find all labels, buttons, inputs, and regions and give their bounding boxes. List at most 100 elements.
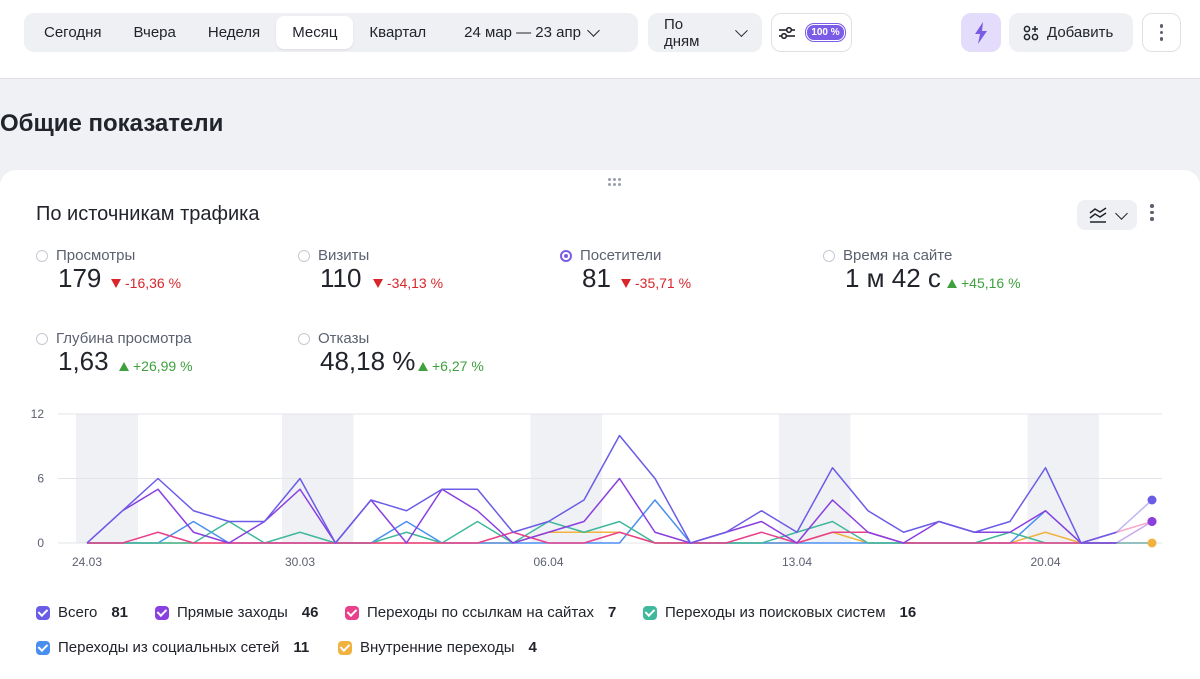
top-toolbar: Сегодня Вчера Неделя Месяц Квартал 24 ма… [0,0,1200,79]
metric-value: 110 [320,263,362,293]
page-title: Общие показатели [0,110,224,137]
group-by-select[interactable]: По дням [648,13,762,52]
metric-delta: +6,27 % [432,358,484,374]
metric-delta: -34,13 % [387,275,444,291]
add-widget-button[interactable]: Добавить [1009,13,1133,52]
series-end-point [1147,495,1157,505]
legend-label: Переходы из социальных сетей [58,639,280,656]
sampling-button[interactable]: 100 % [771,13,852,52]
more-vertical-icon [1159,24,1164,41]
chart-type-select[interactable] [1077,200,1137,230]
metric-value: 48,18 % [320,346,416,376]
quick-actions-button[interactable] [961,13,1001,52]
series-line [87,531,1117,544]
metric-value: 81 [582,263,611,293]
traffic-sources-widget: По источникам трафика Просмотры 179 -16,… [0,170,1200,679]
legend-label: Переходы по ссылкам на сайтах [367,604,594,621]
series-line-partial [1116,520,1153,533]
metric-label: Просмотры [56,247,136,264]
trend-up-icon [947,278,957,288]
metric-label: Отказы [318,330,370,347]
filter-sliders-icon [779,26,796,39]
legend-count: 16 [899,604,917,621]
more-menu-button[interactable] [1142,13,1181,52]
period-quarter[interactable]: Квартал [369,24,427,41]
metric-label: Время на сайте [843,247,953,264]
legend-item-referral[interactable]: Переходы по ссылкам на сайтах 7 [345,604,616,621]
metric-label: Глубина просмотра [56,330,192,347]
x-tick-label: 13.04 [782,555,812,568]
legend-count: 81 [111,604,129,621]
legend-label: Прямые заходы [177,604,288,621]
trend-down-icon [621,278,631,288]
widgets-add-icon [1023,25,1039,40]
sampling-badge: 100 % [806,24,845,41]
widget-title: По источникам трафика [36,203,260,225]
period-selector: Сегодня Вчера Неделя Месяц Квартал 24 ма… [24,13,638,52]
period-month[interactable]: Месяц [276,16,354,49]
add-widget-label: Добавить [1047,24,1114,41]
y-tick-label: 6 [37,472,44,486]
metric-label: Визиты [318,247,370,264]
legend-label: Переходы из поисковых систем [665,604,886,621]
series-end-point [1147,517,1157,526]
metric-radio[interactable] [298,249,310,262]
legend-item-total[interactable]: Всего 81 [36,604,128,621]
legend-label: Внутренние переходы [360,639,515,656]
chevron-down-icon [587,24,600,37]
metric-radio[interactable] [823,249,835,262]
drag-handle-icon[interactable] [608,178,621,186]
metric-delta: +26,99 % [133,358,193,374]
legend-item-direct[interactable]: Прямые заходы 46 [155,604,318,621]
checkbox-checked-icon[interactable] [345,605,359,620]
metric-value: 179 [58,263,102,293]
checkbox-checked-icon[interactable] [36,605,50,620]
legend-count: 46 [301,604,319,621]
metric-value: 1,63 [58,346,109,376]
traffic-line-chart[interactable]: 0 6 12 24.03 30.03 06.04 13.04 20.04 [0,398,1200,568]
series-line [86,434,1117,544]
metric-radio[interactable] [298,332,310,345]
x-tick-label: 06.04 [533,555,563,568]
checkbox-checked-icon[interactable] [643,605,657,620]
period-today[interactable]: Сегодня [44,24,102,41]
series-end-point [1147,538,1157,548]
metric-delta: +45,16 % [961,275,1021,291]
trend-down-icon [373,278,383,288]
series-line-partial [1116,520,1153,544]
date-range-picker[interactable]: 24 мар — 23 апр [448,16,614,49]
legend-label: Всего [58,604,98,621]
y-tick-label: 0 [37,536,44,550]
line-chart-icon [1089,207,1106,223]
legend-count: 11 [293,639,310,656]
lightning-icon [975,21,987,44]
checkbox-checked-icon[interactable] [155,605,169,620]
metric-delta: -16,36 % [125,275,182,291]
period-week[interactable]: Неделя [207,24,261,41]
metric-delta: -35,71 % [635,275,692,291]
group-by-label: По дням [664,15,700,50]
widget-more-icon[interactable] [1150,204,1154,221]
x-tick-label: 30.03 [285,555,315,568]
trend-down-icon [111,278,121,288]
series-line-partial [1115,499,1153,533]
chevron-down-icon [1114,206,1128,220]
metric-label: Посетители [580,247,662,264]
legend-item-internal[interactable]: Внутренние переходы 4 [338,639,537,656]
trend-up-icon [418,361,428,371]
period-yesterday[interactable]: Вчера [133,24,176,41]
date-range-label: 24 мар — 23 апр [464,24,581,41]
metric-radio-selected[interactable] [560,249,572,262]
checkbox-checked-icon[interactable] [36,640,50,655]
legend-item-social[interactable]: Переходы из социальных сетей 11 [36,639,309,656]
metric-radio[interactable] [36,332,48,345]
x-tick-label: 20.04 [1030,555,1060,568]
chevron-down-icon [735,24,748,37]
trend-up-icon [119,361,129,371]
metric-radio[interactable] [36,249,48,262]
legend-count: 4 [528,639,537,656]
metric-value: 1 м 42 с [845,263,941,293]
x-tick-label: 24.03 [72,555,102,568]
legend-item-search[interactable]: Переходы из поисковых систем 16 [643,604,916,621]
checkbox-checked-icon[interactable] [338,640,352,655]
